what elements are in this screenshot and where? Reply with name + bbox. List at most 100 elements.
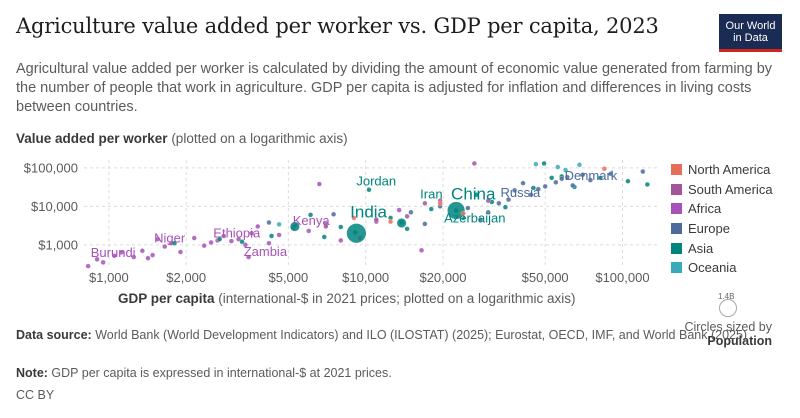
x-tick-label: $50,000 — [522, 270, 569, 285]
data-point — [625, 178, 631, 184]
legend-swatch — [671, 242, 682, 254]
data-point — [404, 213, 410, 219]
data-point — [396, 207, 402, 213]
data-point — [366, 187, 372, 193]
point-label: Denmark — [565, 168, 618, 183]
data-point — [306, 228, 312, 234]
legend-label: South America — [688, 181, 773, 197]
legend-item[interactable]: Asia — [671, 238, 773, 258]
size-caption-line-2: Population — [707, 334, 772, 348]
data-point — [528, 192, 534, 198]
region-legend: North America South America Africa Europe As… — [671, 160, 773, 278]
data-point — [428, 206, 434, 212]
data-point — [388, 219, 394, 225]
footer-source: Data source: World Bank (World Developme… — [16, 328, 756, 343]
data-point — [520, 180, 526, 186]
size-legend: 1.4B Circles sized by Population — [680, 292, 780, 352]
data-point — [191, 235, 197, 241]
note-text: GDP per capita is expressed in internati… — [47, 366, 392, 380]
data-point — [576, 162, 583, 168]
data-point — [496, 200, 502, 206]
scatter-chart[interactable]: $1,000 $10,000 $100,000 $1,000 $2,000 $5,000 $… — [0, 0, 800, 300]
data-point — [396, 217, 408, 229]
data-point — [640, 169, 646, 175]
point-label: China — [451, 185, 496, 204]
data-point — [533, 161, 539, 167]
data-point — [473, 192, 480, 198]
data-point — [422, 221, 428, 227]
data-point — [316, 181, 322, 187]
point-label: Zambia — [244, 244, 288, 259]
x-tick-label: $1,000 — [89, 270, 129, 285]
data-point — [460, 210, 466, 217]
data-point — [236, 236, 242, 242]
y-tick-label: $1,000 — [38, 237, 78, 252]
data-point — [246, 254, 252, 260]
point-label: Burundi — [91, 245, 136, 260]
data-point — [171, 240, 177, 246]
footer-note: Note: GDP per capita is expressed in int… — [16, 366, 392, 380]
data-point — [162, 244, 168, 250]
legend-swatch — [671, 223, 682, 235]
x-axis-label: GDP per capita (international-$ in 2021 … — [118, 291, 576, 306]
data-point — [465, 205, 471, 211]
legend-label: Asia — [688, 240, 714, 256]
x-tick-label: $20,000 — [419, 270, 466, 285]
legend-item[interactable]: South America — [671, 180, 773, 200]
data-point — [345, 222, 367, 244]
size-legend-caption: Circles sized by Population — [680, 320, 772, 348]
data-point — [644, 181, 650, 188]
data-point — [553, 179, 559, 185]
data-point — [373, 217, 379, 223]
data-point — [266, 240, 272, 246]
data-point — [249, 230, 255, 236]
chart-subtitle: Agricultural value added per worker is c… — [16, 61, 773, 115]
point-label: Azerbaijan — [444, 211, 505, 226]
data-point — [269, 233, 275, 239]
data-point — [276, 232, 282, 238]
data-point — [408, 209, 414, 215]
legend-item[interactable]: North America — [671, 160, 773, 180]
chart-title: Agriculture value added per worker vs. G… — [16, 14, 659, 38]
point-label: Russia — [501, 185, 542, 200]
data-point — [266, 219, 272, 226]
data-point — [331, 211, 337, 217]
data-point — [338, 237, 344, 243]
data-point — [570, 182, 576, 188]
data-point — [323, 223, 329, 230]
legend-item[interactable]: Oceania — [671, 258, 773, 278]
data-point — [418, 247, 425, 253]
data-point — [85, 263, 91, 269]
data-point — [608, 171, 614, 177]
data-point — [542, 183, 548, 189]
data-point — [562, 167, 569, 173]
point-label: Kenya — [293, 213, 331, 228]
data-point — [485, 198, 491, 204]
data-point — [289, 221, 301, 232]
footer-license[interactable]: CC BY — [16, 388, 55, 402]
data-point — [597, 175, 603, 181]
data-point — [228, 238, 234, 244]
point-label: Ethiopia — [213, 226, 261, 241]
source-text: World Bank (World Development Indicators… — [91, 328, 748, 342]
data-point — [221, 233, 227, 239]
data-point — [217, 236, 223, 242]
data-point — [404, 226, 410, 232]
legend-item[interactable]: Africa — [671, 199, 773, 219]
legend-swatch — [671, 262, 682, 274]
size-legend-value: 1.4B — [718, 292, 735, 301]
data-point — [485, 209, 491, 215]
logo-line-2: in Data — [733, 32, 768, 44]
data-point — [242, 242, 248, 248]
data-point — [580, 172, 586, 178]
data-point — [502, 204, 508, 210]
legend-swatch — [671, 183, 682, 195]
legend-swatch — [671, 164, 682, 176]
data-point — [541, 160, 547, 167]
data-point — [564, 174, 570, 180]
data-point — [321, 234, 327, 240]
owid-logo[interactable]: Our World in Data — [719, 14, 782, 52]
size-caption-line-1: Circles sized by — [684, 320, 772, 334]
legend-item[interactable]: Europe — [671, 219, 773, 239]
data-point — [437, 200, 443, 206]
